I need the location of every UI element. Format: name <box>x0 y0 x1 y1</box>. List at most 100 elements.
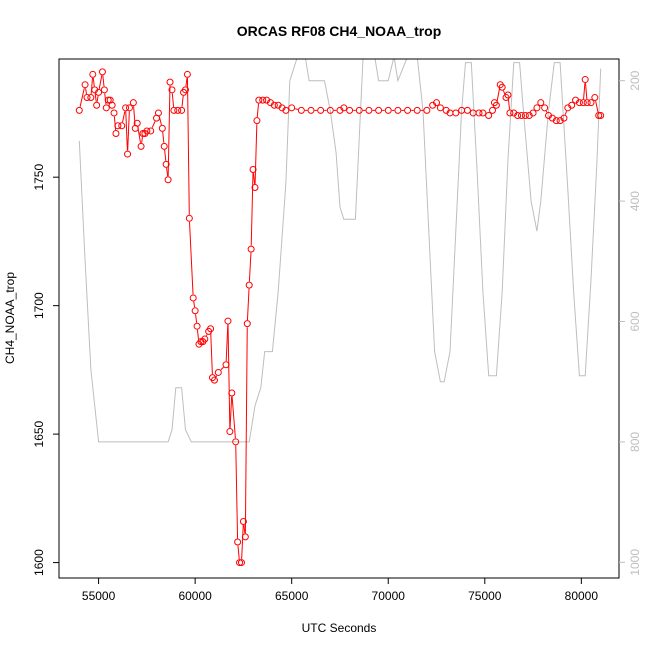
ch4-point <box>479 109 487 117</box>
ch4-segment <box>164 149 167 161</box>
x-tick-label: 75000 <box>468 589 502 603</box>
ch4-point <box>489 106 497 114</box>
ch4-segment <box>151 121 156 128</box>
ch4-point <box>239 517 247 525</box>
ch4-point <box>210 376 218 384</box>
ch4-point <box>214 368 222 376</box>
y2-tick-label: 200 <box>628 70 642 90</box>
ch4-point <box>207 325 215 333</box>
ch4-point <box>98 68 106 76</box>
ch4-point <box>583 99 591 107</box>
ch4-segment <box>166 167 169 177</box>
ch4-segment <box>496 88 501 102</box>
ch4-point <box>568 101 576 109</box>
ch4-point <box>247 245 255 253</box>
y2-tick-label: 800 <box>628 432 642 452</box>
ch4-point <box>110 109 118 117</box>
ch4-point <box>129 99 137 107</box>
y-tick-label: 1650 <box>32 420 46 447</box>
ch4-point <box>108 101 116 109</box>
pressure-series <box>78 59 602 443</box>
ch4-segment <box>252 173 256 184</box>
y2-tick-label: 400 <box>628 191 642 211</box>
ch4-point <box>552 117 560 125</box>
ch4-point <box>222 361 230 369</box>
ch4-segment <box>507 98 511 110</box>
ch4-point <box>597 112 605 120</box>
ch4-point <box>118 122 126 130</box>
ch4-point <box>104 96 112 104</box>
ch4-point <box>579 99 587 107</box>
ch4-segment <box>295 108 298 110</box>
ch4-segment <box>193 301 196 308</box>
ch4-point <box>189 294 197 302</box>
ch4-segment <box>241 525 244 560</box>
ch4-point <box>102 104 110 112</box>
y-tick-label: 1700 <box>32 292 46 319</box>
ch4-point <box>245 281 253 289</box>
ch4-point <box>201 335 209 343</box>
ch4-segment <box>244 327 248 534</box>
x-tick-label: 55000 <box>82 589 116 603</box>
ch4-segment <box>595 100 599 113</box>
ch4-point <box>226 428 234 436</box>
ch4-point <box>452 109 460 117</box>
ch4-point <box>365 106 373 114</box>
ch4-point <box>168 86 176 94</box>
y-axis-label: CH4_NOAA_trop <box>3 272 17 364</box>
x-axis-label: UTC Seconds <box>302 621 377 635</box>
ch4-point <box>475 109 483 117</box>
ch4-segment <box>545 110 548 113</box>
ch4-point <box>581 76 589 84</box>
ch4-point <box>241 533 249 541</box>
ch4-segment <box>98 75 103 89</box>
ch4-point <box>533 104 541 112</box>
ch4-segment <box>229 396 233 428</box>
ch4-point <box>95 88 103 96</box>
pressure-line <box>78 59 602 443</box>
x-tick-label: 70000 <box>372 589 406 603</box>
ch4-point <box>243 320 251 328</box>
ch4-point <box>178 106 186 114</box>
ch4-point <box>326 106 334 114</box>
ch4-point <box>270 101 278 109</box>
ch4-point <box>575 99 583 107</box>
ch4-point <box>297 106 305 114</box>
y2-tick-label: 600 <box>628 311 642 331</box>
ch4-point <box>346 106 354 114</box>
ch4-point <box>251 183 259 191</box>
ch4-point <box>224 317 232 325</box>
ch4-point <box>537 99 545 107</box>
ch4-segment <box>92 77 95 87</box>
ch4-point <box>394 106 402 114</box>
ch4-point <box>185 214 193 222</box>
ch4-point <box>147 127 155 135</box>
ch4-point <box>114 122 122 130</box>
ch4-point <box>87 94 95 102</box>
ch4-point <box>514 112 522 120</box>
ch4-point <box>100 86 108 94</box>
ch4-segment <box>585 83 588 100</box>
ch4-segment <box>141 136 143 143</box>
ch4-point <box>259 96 267 104</box>
ch4-segment <box>181 95 184 107</box>
ch4-segment <box>186 78 190 215</box>
ch4-point <box>282 106 290 114</box>
ch4-point <box>469 109 477 117</box>
ch4-point <box>75 106 83 114</box>
axes: 55000 60000 65000 70000 75000 80000 1600 1650 17… <box>32 58 642 603</box>
ch4-segment <box>125 111 128 151</box>
ch4-point <box>143 127 151 135</box>
ch4-point <box>170 106 178 114</box>
ch4-point <box>124 150 132 158</box>
ch4-segment <box>227 324 231 428</box>
ch4-point <box>166 78 174 86</box>
ch4-segment <box>564 111 568 115</box>
ch4-point <box>253 117 261 125</box>
ch4-segment <box>235 445 239 539</box>
ch4-point <box>517 112 525 120</box>
ch4-segment <box>243 524 246 534</box>
plot-frame <box>58 58 620 579</box>
ch4-point <box>133 119 141 127</box>
